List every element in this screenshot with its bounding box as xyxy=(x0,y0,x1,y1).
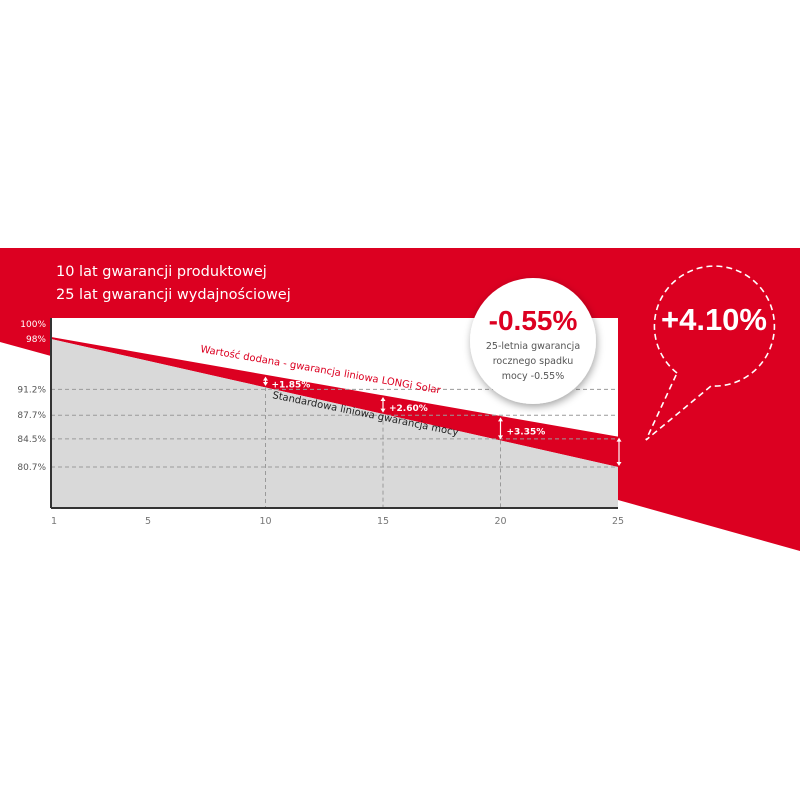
badge-text: rocznego spadku xyxy=(493,356,574,367)
heading-product-warranty: 10 lat gwarancji produktowej xyxy=(56,264,267,280)
bubble-value: +4.10% xyxy=(661,302,767,337)
arrow-up-icon xyxy=(380,396,386,401)
y-tick-label: 100% xyxy=(20,320,46,330)
arrow-up-icon xyxy=(263,376,268,381)
gap-label: +3.35% xyxy=(507,427,546,437)
speech-bubble-outline xyxy=(645,265,776,441)
red-band-background xyxy=(0,248,800,551)
y-tick-label: 87.7% xyxy=(17,411,46,421)
y-tick-label: 84.5% xyxy=(17,435,46,445)
badge-value: -0.55% xyxy=(489,305,578,336)
gap-label: +2.60% xyxy=(389,404,428,414)
x-tick-label: 25 xyxy=(612,516,624,527)
annual-degradation-badge: -0.55% 25-letnia gwarancja rocznego spadku… xyxy=(470,278,596,404)
total-gain-bubble: +4.10% xyxy=(645,265,776,441)
badge-text: mocy -0.55% xyxy=(502,371,565,382)
arrow-down-icon xyxy=(498,435,503,440)
gap-label: +1.85% xyxy=(272,380,311,390)
badge-text: 25-letnia gwarancja xyxy=(486,341,580,352)
x-tick-label: 1 xyxy=(51,516,57,527)
badge-circle xyxy=(470,278,596,404)
x-tick-label: 5 xyxy=(145,516,151,527)
x-tick-label: 10 xyxy=(259,516,271,527)
arrow-down-icon xyxy=(380,408,386,413)
y-tick-label: 80.7% xyxy=(17,463,46,473)
y-tick-label: 98% xyxy=(26,335,46,345)
heading-performance-warranty: 25 lat gwarancji wydajnościowej xyxy=(56,287,291,303)
arrow-down-icon xyxy=(263,382,268,387)
y-tick-label: 91.2% xyxy=(17,385,46,395)
x-tick-label: 15 xyxy=(377,516,389,527)
standard-warranty-area xyxy=(51,339,618,508)
arrow-up-icon xyxy=(498,417,503,422)
x-tick-label: 20 xyxy=(494,516,506,527)
arrow-up-icon xyxy=(616,437,622,442)
longi-added-value-area xyxy=(51,337,618,468)
arrow-down-icon xyxy=(616,462,622,467)
